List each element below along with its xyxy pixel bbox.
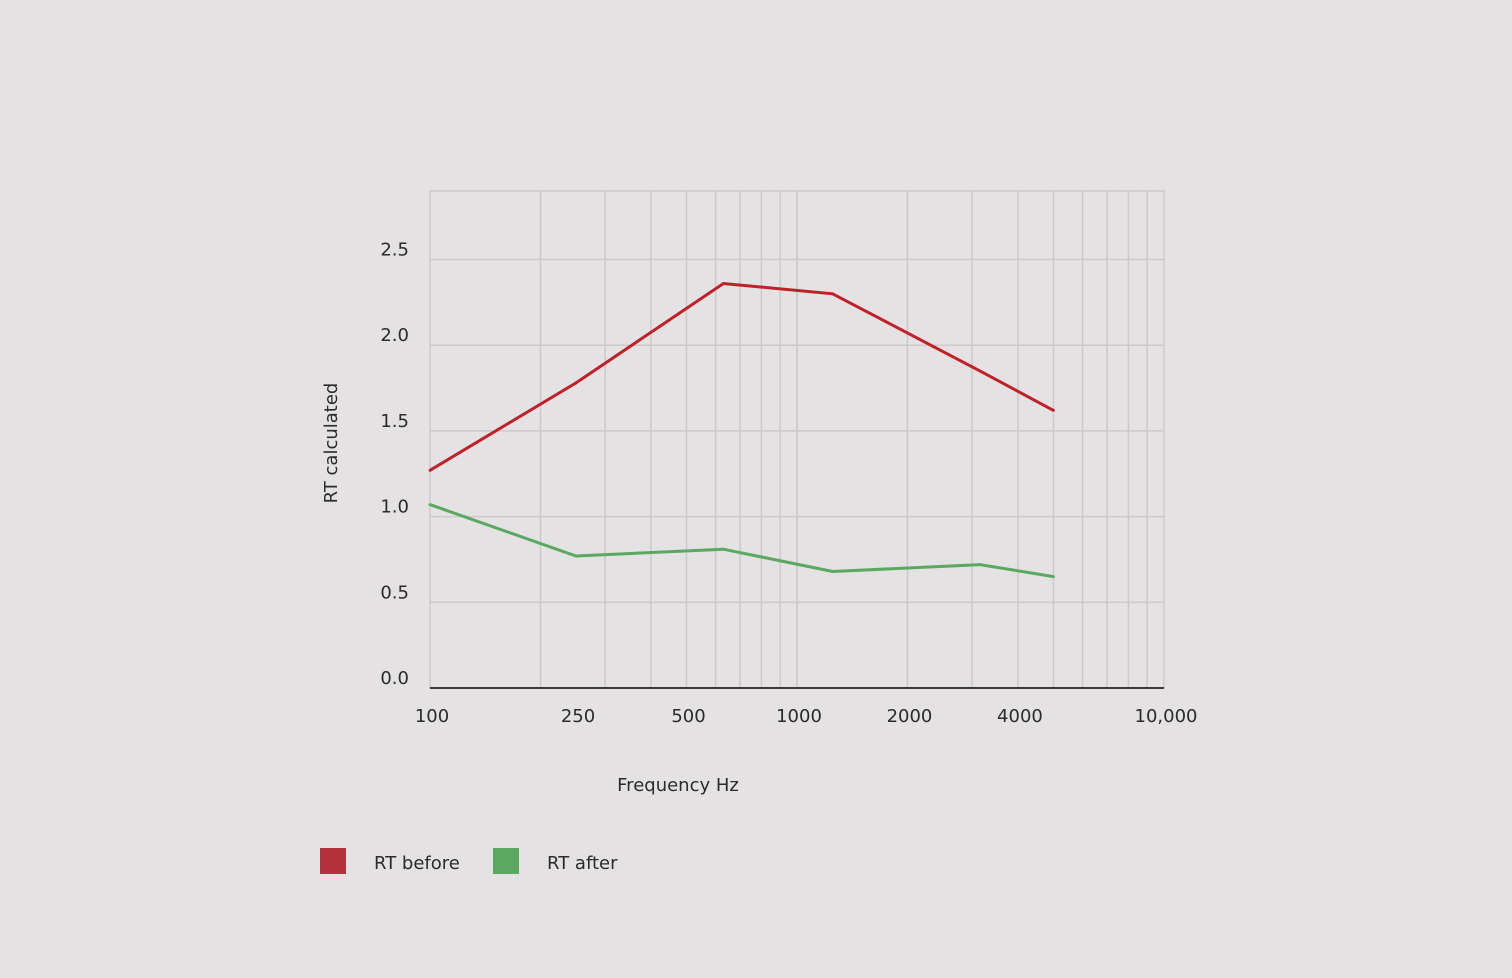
data-point <box>721 547 725 551</box>
data-point <box>1052 408 1055 412</box>
data-point <box>428 468 432 472</box>
y-axis-title: RT calculated <box>321 383 342 504</box>
legend: RT before RT after <box>320 848 618 874</box>
legend-label: RT before <box>374 853 460 874</box>
data-point <box>978 563 982 567</box>
y-tick-label: 1.5 <box>380 411 409 432</box>
data-point <box>428 503 432 507</box>
legend-swatch <box>493 848 519 874</box>
x-tick-label: 1000 <box>776 706 822 727</box>
x-tick-label: 100 <box>415 706 449 727</box>
legend-label: RT after <box>547 853 618 874</box>
data-point <box>574 381 578 385</box>
y-tick-label: 0.0 <box>380 668 409 689</box>
y-tick-label: 1.0 <box>380 497 409 518</box>
x-tick-label: 2000 <box>887 706 933 727</box>
tick-labels: 0.0 0.5 1.0 1.5 2.0 2.5 100 250 500 1000 2000 4000 1… <box>380 240 1197 727</box>
series-lines <box>428 281 1055 579</box>
x-tick-label: 10,000 <box>1135 706 1198 727</box>
data-point <box>574 554 578 558</box>
x-tick-label: 250 <box>561 706 595 727</box>
grid <box>429 190 1165 689</box>
x-axis-title: Frequency Hz <box>617 775 739 796</box>
y-tick-label: 0.5 <box>380 582 409 603</box>
legend-swatch <box>320 848 346 874</box>
x-tick-label: 4000 <box>997 706 1043 727</box>
series-line-rt-before <box>429 281 1055 472</box>
series-line-rt-after <box>429 503 1054 579</box>
y-tick-label: 2.5 <box>380 240 409 261</box>
y-tick-label: 2.0 <box>380 325 409 346</box>
data-point <box>978 369 982 373</box>
x-tick-label: 500 <box>671 706 705 727</box>
data-point <box>721 282 725 285</box>
data-point <box>831 292 834 296</box>
data-point <box>1052 575 1055 579</box>
data-point <box>831 570 834 573</box>
